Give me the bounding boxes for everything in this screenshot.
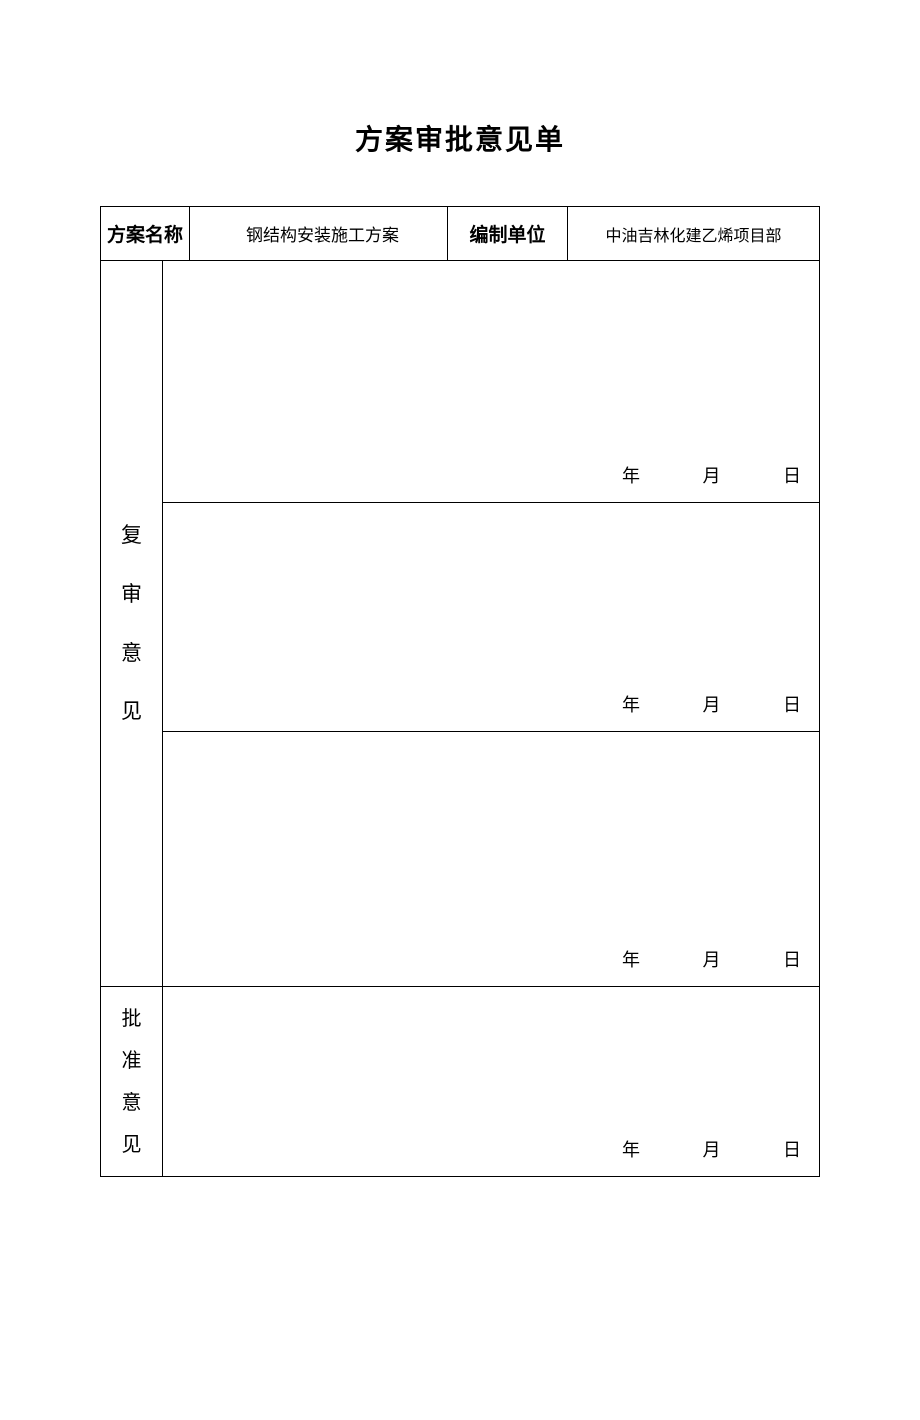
review-row-1: 复 审 意 见 年 月 日 <box>101 261 820 503</box>
approval-char-1: 批 <box>101 998 162 1040</box>
review-row-2: 年 月 日 <box>101 503 820 732</box>
plan-name-value: 钢结构安装施工方案 <box>190 207 448 261</box>
review-content-2: 年 月 日 <box>163 503 820 732</box>
header-row: 方案名称 钢结构安装施工方案 编制单位 中油吉林化建乙烯项目部 <box>101 207 820 261</box>
date-line-3: 年 月 日 <box>564 946 801 972</box>
review-opinion-label: 复 审 意 见 <box>101 261 163 987</box>
date-line-2: 年 月 日 <box>564 691 801 717</box>
date-year: 年 <box>622 695 640 715</box>
date-line-4: 年 月 日 <box>564 1136 801 1162</box>
date-month: 月 <box>703 950 721 970</box>
date-year: 年 <box>622 950 640 970</box>
date-day: 日 <box>783 950 801 970</box>
unit-value: 中油吉林化建乙烯项目部 <box>568 207 820 261</box>
date-day: 日 <box>783 1140 801 1160</box>
approval-char-3: 意 <box>101 1082 162 1124</box>
page-title: 方案审批意见单 <box>0 118 920 158</box>
approval-form-table: 方案名称 钢结构安装施工方案 编制单位 中油吉林化建乙烯项目部 复 审 意 见 … <box>100 206 820 1177</box>
date-day: 日 <box>783 695 801 715</box>
date-line-1: 年 月 日 <box>564 462 801 488</box>
date-year: 年 <box>622 1140 640 1160</box>
review-char-3: 意 <box>101 624 162 683</box>
approval-row: 批 准 意 见 年 月 日 <box>101 987 820 1177</box>
date-year: 年 <box>622 466 640 486</box>
review-char-2: 审 <box>101 565 162 624</box>
date-day: 日 <box>783 466 801 486</box>
review-char-4: 见 <box>101 682 162 741</box>
review-char-1: 复 <box>101 506 162 565</box>
approval-char-4: 见 <box>101 1124 162 1166</box>
unit-label: 编制单位 <box>448 207 568 261</box>
plan-name-label: 方案名称 <box>101 207 190 261</box>
date-month: 月 <box>703 1140 721 1160</box>
review-row-3: 年 月 日 <box>101 732 820 987</box>
date-month: 月 <box>703 695 721 715</box>
review-content-3: 年 月 日 <box>163 732 820 987</box>
approval-char-2: 准 <box>101 1040 162 1082</box>
approval-content: 年 月 日 <box>163 987 820 1177</box>
review-content-1: 年 月 日 <box>163 261 820 503</box>
approval-opinion-label: 批 准 意 见 <box>101 987 163 1177</box>
date-month: 月 <box>703 466 721 486</box>
